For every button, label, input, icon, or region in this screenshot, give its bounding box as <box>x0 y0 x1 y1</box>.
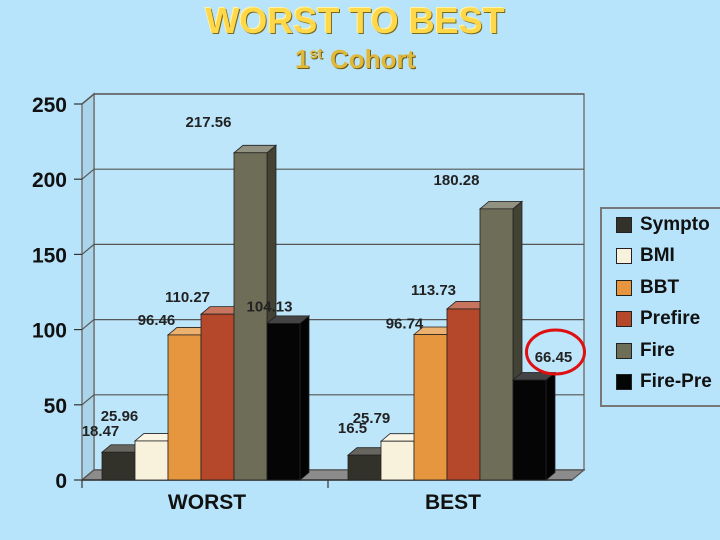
legend-item: Fire <box>602 335 720 367</box>
legend-label: BMI <box>640 245 675 267</box>
bar <box>200 313 235 481</box>
legend-label: Sympto <box>640 213 710 235</box>
legend-item: Prefire <box>602 304 720 336</box>
legend-label: Fire-Pre <box>640 371 712 393</box>
legend-swatch <box>616 311 632 328</box>
legend-item: Fire-Pre <box>602 367 720 399</box>
subtitle-ordinal-suffix: st <box>309 45 323 63</box>
gridline <box>81 319 584 331</box>
x-category-label: WORST <box>168 491 246 514</box>
subtitle-ordinal: 1 <box>294 44 310 74</box>
bar-side <box>299 315 310 481</box>
legend-swatch <box>616 342 632 359</box>
legend-label: Prefire <box>640 308 701 330</box>
bar <box>233 152 268 481</box>
data-label: 96.46 <box>138 312 176 329</box>
data-label: 16.5 <box>338 420 367 437</box>
bar <box>101 451 136 481</box>
gridline <box>81 168 584 180</box>
bar <box>347 454 382 481</box>
legend-label: Fire <box>640 339 675 361</box>
data-label: 217.56 <box>186 114 232 131</box>
bar <box>512 379 547 481</box>
y-tick-label: 100 <box>32 320 67 343</box>
y-tick-label: 250 <box>32 94 67 117</box>
legend-swatch <box>616 279 632 296</box>
data-label: 18.47 <box>82 423 120 440</box>
bar <box>413 334 448 481</box>
data-label: 96.74 <box>386 316 424 333</box>
bar <box>380 440 415 481</box>
y-tick-label: 50 <box>44 395 67 418</box>
legend-swatch <box>616 216 632 233</box>
y-tick-label: 0 <box>55 470 67 493</box>
bar <box>266 322 301 481</box>
legend-swatch <box>616 374 632 391</box>
legend-swatch <box>616 248 632 265</box>
bar <box>134 440 169 481</box>
legend-item: BBT <box>602 272 720 304</box>
data-label: 25.96 <box>101 408 139 425</box>
legend-item: BMI <box>602 241 720 273</box>
bar <box>446 308 481 481</box>
bar <box>479 208 514 481</box>
data-label: 66.45 <box>535 349 573 366</box>
legend-item: Sympto <box>602 209 720 241</box>
gridline <box>81 93 584 105</box>
data-label: 113.73 <box>411 282 456 299</box>
x-category-label: BEST <box>425 491 481 514</box>
bar-side <box>545 371 556 481</box>
y-tick-label: 150 <box>32 244 67 267</box>
data-label: 110.27 <box>165 289 210 306</box>
chart-legend: Sympto BMI BBT Prefire Fire Fire-Pre <box>600 207 720 407</box>
data-label: 180.28 <box>434 172 480 189</box>
subtitle-text: Cohort <box>329 44 416 74</box>
data-label: 104.13 <box>247 298 293 315</box>
bar <box>167 334 202 481</box>
data-label: 25.79 <box>353 410 391 427</box>
legend-label: BBT <box>640 276 680 298</box>
highlight-circle <box>525 328 586 376</box>
gridline <box>81 243 584 255</box>
chart-subtitle: 1st Cohort <box>0 44 710 75</box>
chart-title: WORST TO BEST <box>205 0 505 41</box>
chart-side-wall <box>81 92 95 482</box>
y-tick-label: 200 <box>32 169 67 192</box>
